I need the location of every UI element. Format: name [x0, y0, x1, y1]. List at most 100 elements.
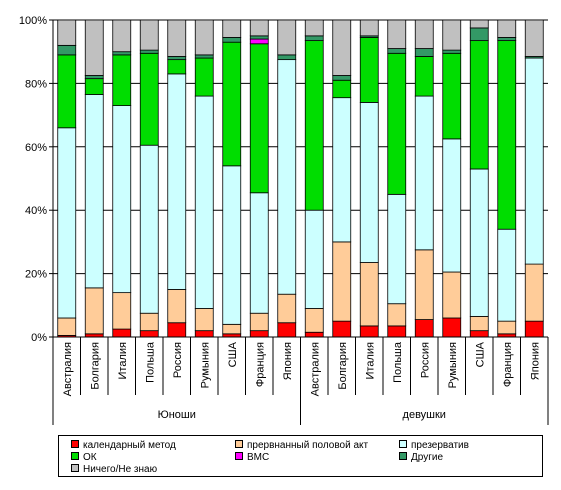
bar-segment-interrupted — [414, 249, 434, 320]
bar-segment-condom — [277, 59, 297, 295]
bar-segment-other — [222, 37, 242, 43]
bar-segment-dontknow — [167, 19, 187, 57]
bar-segment-interrupted — [332, 241, 352, 322]
bar-segment-iud — [249, 38, 269, 45]
y-tick-label: 0% — [31, 332, 47, 344]
bar-segment-calendar — [194, 330, 214, 338]
y-axis-tick-labels: 0% 20% 40% 60% 80% 100% — [19, 15, 47, 344]
bar-segment-ok — [167, 59, 187, 75]
bar-segment-interrupted — [442, 271, 462, 319]
bar-segment-interrupted — [167, 289, 187, 324]
bar-segment-other — [139, 49, 159, 54]
x-tick-label: Болгария — [89, 342, 101, 390]
bar-segment-ok — [332, 79, 352, 99]
bar-segment-dontknow — [84, 19, 104, 76]
bar-segment-other — [469, 27, 489, 42]
x-tick-label: Румыния — [447, 342, 459, 388]
x-tick-label: Россия — [419, 342, 431, 378]
legend-item-calendar: календарный метод — [71, 440, 176, 452]
bar-segment-other — [442, 49, 462, 54]
bar-segment-condom — [194, 95, 214, 309]
bar-segment-condom — [304, 209, 324, 309]
legend-item-other: Другие — [399, 452, 443, 464]
group-label: девушки — [403, 409, 446, 421]
bar-segment-condom — [469, 168, 489, 317]
legend-item-interrupted: прервнанный половой акт — [235, 440, 368, 452]
bar-segment-ok — [497, 40, 517, 230]
legend: календарный метод прервнанный половой ак… — [58, 435, 543, 477]
bar-segment-dontknow — [249, 19, 269, 37]
y-tick-label: 100% — [19, 15, 47, 27]
bar-segment-interrupted — [277, 293, 297, 324]
legend-label-condom: презерватив — [411, 440, 469, 451]
x-tick-label: Италия — [364, 342, 376, 380]
gridlines — [53, 19, 548, 275]
bar-segment-calendar — [469, 330, 489, 338]
bar-segment-interrupted — [497, 320, 517, 335]
x-tick-label: Австралия — [62, 342, 74, 396]
bar-segment-calendar — [249, 330, 269, 338]
bar-segment-ok — [84, 78, 104, 95]
x-tick-label: Япония — [282, 342, 294, 380]
bar-segment-interrupted — [387, 303, 407, 327]
bar-segment-calendar — [524, 320, 544, 338]
bar-segment-dontknow — [139, 19, 159, 51]
bars — [57, 19, 544, 338]
bar-segment-other — [167, 56, 187, 61]
bar-segment-other — [497, 37, 517, 42]
bar-segment-other — [194, 54, 214, 59]
axes — [49, 19, 549, 425]
bar-segment-dontknow — [497, 19, 517, 38]
bar-segment-condom — [57, 127, 77, 319]
bar-segment-dontknow — [469, 19, 489, 29]
x-axis-category-labels: Австралия Болгария Италия Польша Россия Румын… — [62, 341, 542, 396]
bar-segment-ok — [112, 54, 132, 106]
bar-segment-calendar — [139, 330, 159, 338]
y-tick-label: 60% — [25, 142, 47, 154]
bar-segment-interrupted — [84, 287, 104, 335]
bar-segment-condom — [139, 144, 159, 314]
bar-segment-condom — [442, 138, 462, 273]
bar-segment-condom — [359, 102, 379, 263]
bar-segment-calendar — [167, 322, 187, 338]
legend-swatch-calendar — [71, 440, 79, 449]
x-tick-label: Франция — [502, 342, 514, 387]
bar-segment-other — [304, 35, 324, 42]
x-tick-label: Франция — [254, 342, 266, 387]
bar-segment-condom — [497, 228, 517, 322]
bar-segment-other — [57, 44, 77, 56]
bar-segment-dontknow — [57, 19, 77, 46]
y-tick-label: 20% — [25, 269, 47, 281]
bar-segment-other — [84, 75, 104, 80]
bar-segment-other — [277, 54, 297, 61]
bar-segment-calendar — [387, 325, 407, 338]
legend-label-dontknow: Ничего/Не знаю — [83, 464, 158, 475]
bar-segment-calendar — [414, 319, 434, 338]
legend-label-ok: ОК — [83, 452, 97, 463]
y-tick-label: 80% — [25, 78, 47, 90]
x-tick-label: США — [474, 341, 486, 367]
bar-segment-interrupted — [249, 312, 269, 332]
bar-segment-interrupted — [139, 312, 159, 332]
legend-item-dontknow: Ничего/Не знаю — [71, 464, 157, 476]
bar-segment-condom — [524, 57, 544, 265]
bar-segment-condom — [84, 94, 104, 289]
bar-segment-dontknow — [524, 19, 544, 57]
bar-segment-condom — [332, 97, 352, 243]
bar-segment-ok — [304, 40, 324, 211]
bar-segment-calendar — [359, 325, 379, 338]
bar-segment-condom — [249, 192, 269, 314]
bar-segment-ok — [194, 57, 214, 97]
bar-segment-interrupted — [304, 308, 324, 333]
bar-segment-ok — [359, 37, 379, 103]
bar-segment-condom — [167, 73, 187, 290]
legend-label-other: Другие — [411, 452, 444, 463]
bar-segment-condom — [222, 165, 242, 325]
bar-segment-calendar — [112, 328, 132, 338]
bar-segment-condom — [387, 193, 407, 305]
bar-segment-condom — [112, 105, 132, 294]
bar-segment-ok — [469, 40, 489, 170]
legend-swatch-interrupted — [235, 440, 243, 449]
bar-segment-dontknow — [304, 19, 324, 37]
